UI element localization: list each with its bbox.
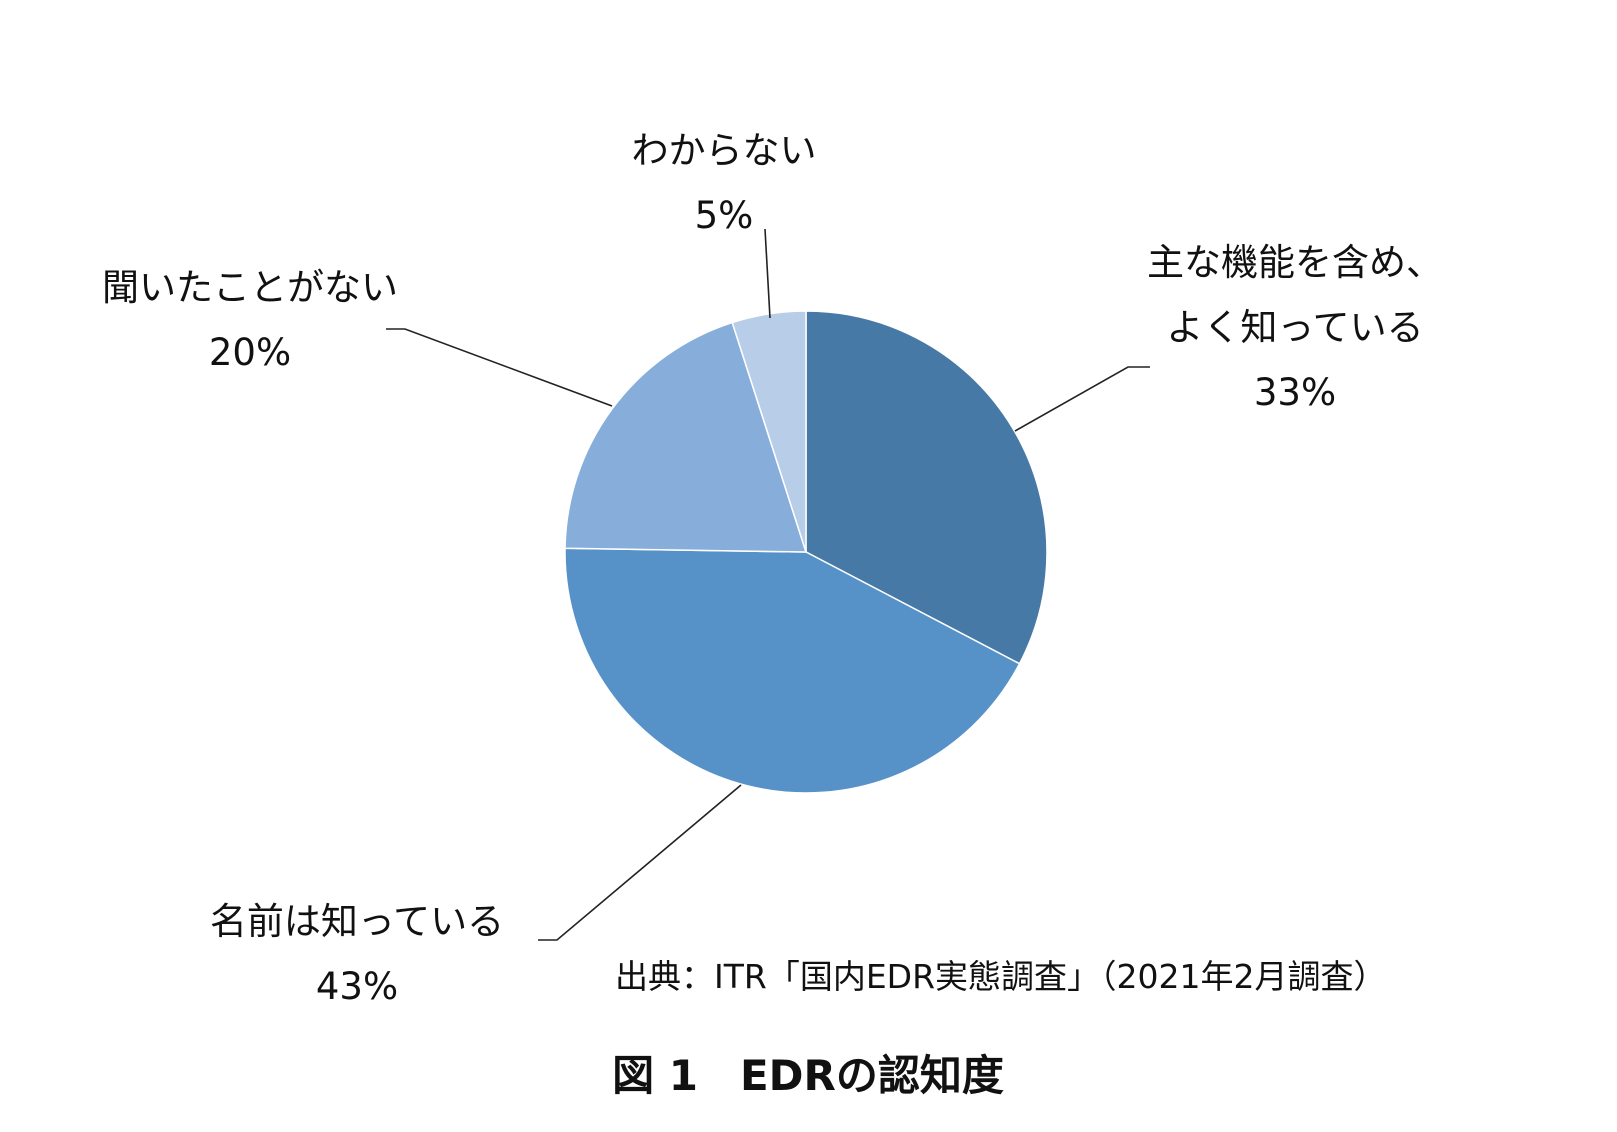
slice-labels: 主な機能を含め、よく知っている 33% 名前は知っている 43% 聞いたことがない 20%… [102,129,1443,1008]
pie-slice-0 [805,310,1048,665]
slice-category-label-0: 主な機能を含め、 [1147,241,1443,284]
slice-category-label-1: 名前は知っている [210,900,504,943]
slice-category-label-2: 聞いたことがない [102,266,398,309]
slice-category-label-0: よく知っている [1166,306,1423,349]
leader-line-2 [386,328,613,407]
leader-lines [386,228,1150,941]
figure-caption: 図 1 EDRの認知度 [612,1051,1004,1100]
pie-slice-3 [731,310,807,553]
slice-value-label-0: 33% [1254,371,1336,414]
slice-value-label-2: 20% [209,331,291,374]
leader-line-3 [764,228,771,319]
leader-line-0 [1014,366,1150,432]
leader-line-1 [538,784,742,941]
pie-slice-1 [564,547,1021,794]
slice-category-label-3: わからない [632,129,817,172]
slice-value-label-3: 5% [695,194,754,237]
source-note: 出典：ITR「国内EDR実態調査」（2021年2月調査） [615,957,1387,996]
pie-slice-2 [564,321,808,553]
pie-slices [564,310,1048,794]
slice-value-label-1: 43% [316,965,398,1008]
